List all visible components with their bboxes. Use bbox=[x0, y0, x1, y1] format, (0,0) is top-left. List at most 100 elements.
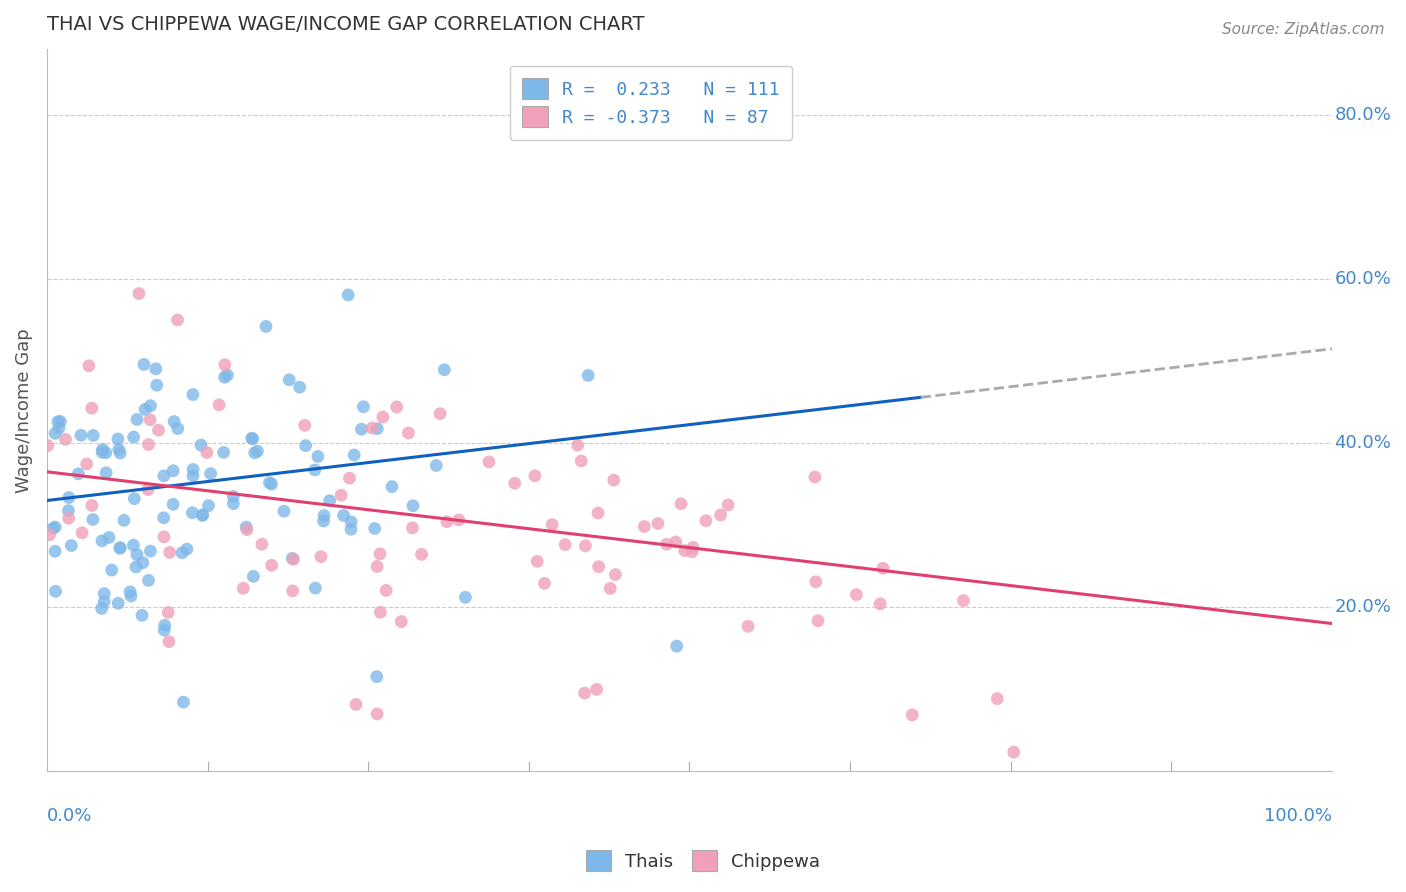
Point bbox=[845, 588, 868, 602]
Point bbox=[124, 491, 146, 506]
Text: 20.0%: 20.0% bbox=[1334, 599, 1392, 616]
Point bbox=[402, 499, 425, 513]
Point bbox=[132, 358, 155, 372]
Point bbox=[681, 545, 703, 559]
Point bbox=[339, 471, 361, 485]
Point bbox=[232, 581, 254, 595]
Point bbox=[131, 608, 153, 623]
Point bbox=[804, 470, 827, 484]
Point bbox=[153, 530, 176, 544]
Point bbox=[375, 583, 398, 598]
Text: 80.0%: 80.0% bbox=[1334, 106, 1392, 124]
Point bbox=[242, 432, 264, 446]
Point bbox=[159, 545, 181, 559]
Point bbox=[44, 520, 66, 534]
Point bbox=[197, 499, 219, 513]
Point bbox=[195, 445, 218, 459]
Point bbox=[170, 546, 193, 560]
Point bbox=[107, 432, 129, 446]
Point bbox=[669, 497, 692, 511]
Point bbox=[655, 537, 678, 551]
Point bbox=[318, 493, 340, 508]
Point bbox=[436, 515, 458, 529]
Point bbox=[647, 516, 669, 531]
Point bbox=[138, 437, 160, 451]
Point bbox=[281, 551, 304, 566]
Point bbox=[361, 421, 384, 435]
Point bbox=[901, 707, 924, 722]
Point bbox=[350, 422, 373, 436]
Point bbox=[340, 522, 363, 536]
Point bbox=[385, 400, 408, 414]
Point bbox=[986, 691, 1008, 706]
Point bbox=[242, 569, 264, 583]
Point bbox=[250, 537, 273, 551]
Point bbox=[695, 514, 717, 528]
Point bbox=[381, 480, 404, 494]
Point bbox=[398, 425, 420, 440]
Point bbox=[60, 539, 83, 553]
Point bbox=[122, 430, 145, 444]
Point bbox=[139, 413, 162, 427]
Point bbox=[541, 517, 564, 532]
Point bbox=[153, 618, 176, 632]
Point bbox=[352, 400, 374, 414]
Point bbox=[38, 528, 60, 542]
Point bbox=[91, 533, 114, 548]
Point bbox=[49, 415, 72, 429]
Point bbox=[243, 446, 266, 460]
Point bbox=[254, 319, 277, 334]
Point bbox=[294, 439, 316, 453]
Point bbox=[633, 519, 655, 533]
Point bbox=[93, 586, 115, 600]
Point bbox=[371, 410, 394, 425]
Point bbox=[314, 508, 336, 523]
Point bbox=[236, 523, 259, 537]
Point bbox=[429, 407, 451, 421]
Text: 100.0%: 100.0% bbox=[1264, 807, 1331, 825]
Point bbox=[157, 634, 180, 648]
Point bbox=[145, 362, 167, 376]
Point bbox=[588, 559, 610, 574]
Point bbox=[91, 442, 114, 457]
Point bbox=[737, 619, 759, 633]
Point bbox=[603, 473, 626, 487]
Point bbox=[162, 497, 184, 511]
Point bbox=[503, 476, 526, 491]
Point bbox=[125, 548, 148, 562]
Point bbox=[309, 549, 332, 564]
Point bbox=[100, 563, 122, 577]
Point bbox=[128, 286, 150, 301]
Point bbox=[108, 541, 131, 556]
Point bbox=[191, 508, 214, 523]
Point bbox=[120, 585, 142, 599]
Point bbox=[307, 450, 329, 464]
Point bbox=[139, 399, 162, 413]
Point bbox=[710, 508, 733, 522]
Point bbox=[665, 535, 688, 549]
Point bbox=[259, 475, 281, 490]
Point bbox=[94, 466, 117, 480]
Point bbox=[48, 421, 70, 435]
Point bbox=[80, 499, 103, 513]
Point bbox=[82, 428, 104, 442]
Point bbox=[122, 538, 145, 552]
Point bbox=[153, 623, 176, 637]
Point bbox=[366, 422, 388, 436]
Point bbox=[304, 581, 326, 595]
Point bbox=[37, 439, 59, 453]
Point bbox=[58, 491, 80, 505]
Point bbox=[181, 506, 204, 520]
Text: Source: ZipAtlas.com: Source: ZipAtlas.com bbox=[1222, 22, 1385, 37]
Point bbox=[401, 521, 423, 535]
Point bbox=[576, 368, 599, 383]
Point bbox=[181, 462, 204, 476]
Point bbox=[145, 378, 167, 392]
Point bbox=[567, 438, 589, 452]
Point bbox=[599, 582, 621, 596]
Point bbox=[97, 531, 120, 545]
Point bbox=[366, 559, 388, 574]
Point bbox=[872, 561, 894, 575]
Text: THAI VS CHIPPEWA WAGE/INCOME GAP CORRELATION CHART: THAI VS CHIPPEWA WAGE/INCOME GAP CORRELA… bbox=[46, 15, 644, 34]
Point bbox=[136, 483, 159, 497]
